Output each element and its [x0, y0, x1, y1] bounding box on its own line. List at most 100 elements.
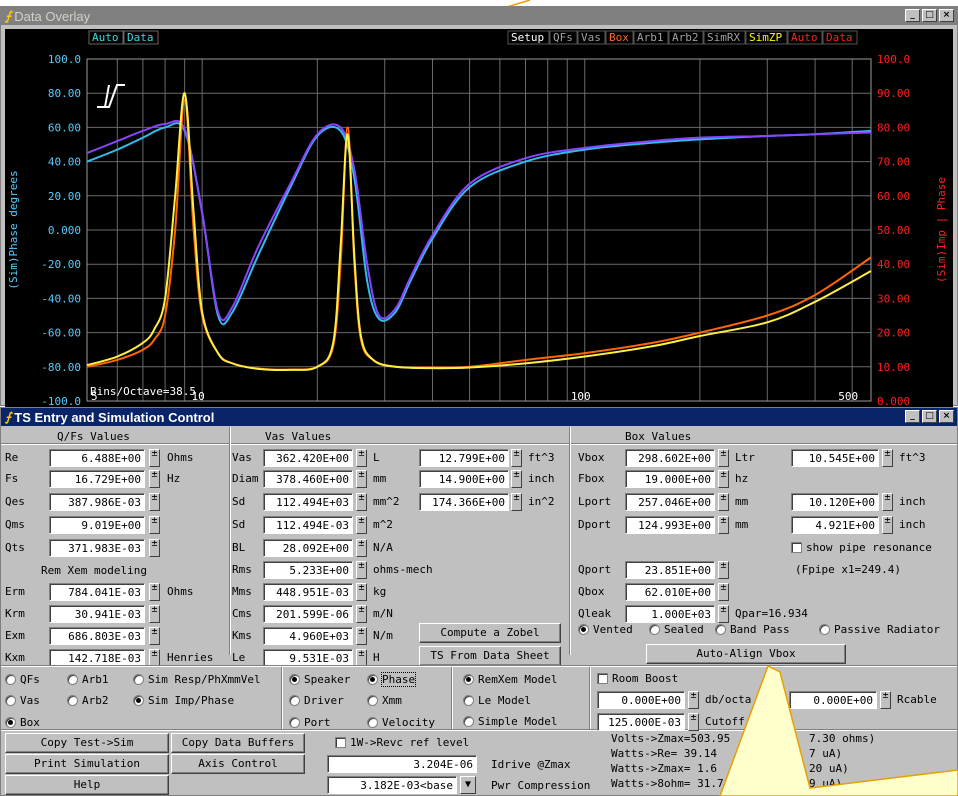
radio-icon[interactable] — [367, 717, 378, 728]
spin-button[interactable]: ± — [718, 516, 729, 534]
close-button[interactable]: × — [939, 410, 954, 423]
spin-button[interactable]: ± — [718, 470, 729, 488]
spin-button[interactable]: ± — [149, 605, 160, 623]
room-boost-checkbox[interactable]: Room Boost — [597, 672, 678, 685]
help-button[interactable]: Help — [5, 775, 169, 795]
overlay-titlebar[interactable]: ⨍ Data Overlay _ □ × — [1, 7, 957, 25]
source-option-radio[interactable]: Velocity — [367, 716, 435, 729]
spin-button[interactable]: ± — [511, 449, 522, 467]
plot-option-radio[interactable]: Sim Imp/Phase — [133, 694, 234, 707]
value-field[interactable]: 257.046E+00 — [625, 493, 715, 511]
rcable-field[interactable]: 0.000E+00 — [789, 691, 877, 709]
print-simulation-button[interactable]: Print Simulation — [5, 754, 169, 774]
radio-icon[interactable] — [5, 717, 16, 728]
spin-button[interactable]: ± — [882, 493, 893, 511]
value-field[interactable]: 124.993E+00 — [625, 516, 715, 534]
value-field[interactable]: 371.983E-03 — [49, 539, 145, 557]
room-boost-db-field[interactable]: 0.000E+00 — [597, 691, 685, 709]
spin-button[interactable]: ± — [688, 713, 699, 731]
radio-icon[interactable] — [649, 624, 660, 635]
value-field[interactable]: 6.488E+00 — [49, 449, 145, 467]
radio-vented[interactable]: Vented — [578, 623, 633, 636]
value-field[interactable]: 448.951E-03 — [263, 583, 353, 601]
spin-button[interactable]: ± — [149, 583, 160, 601]
spin-button[interactable]: ± — [356, 516, 367, 534]
spin-button[interactable]: ± — [356, 605, 367, 623]
value-field[interactable]: 201.599E-06 — [263, 605, 353, 623]
radio-icon[interactable] — [67, 674, 78, 685]
spin-button[interactable]: ± — [880, 691, 891, 709]
value-field[interactable]: 362.420E+00 — [263, 449, 353, 467]
spin-button[interactable]: ± — [149, 539, 160, 557]
value-field[interactable]: 174.366E+00 — [419, 493, 509, 511]
source-option-radio[interactable]: Port — [289, 716, 331, 729]
radio-icon[interactable] — [67, 695, 78, 706]
source-option-radio[interactable]: Xmm — [367, 694, 402, 707]
radio-icon[interactable] — [819, 624, 830, 635]
value-field[interactable]: 62.010E+00 — [625, 583, 715, 601]
value-field[interactable]: 10.120E+00 — [791, 493, 879, 511]
model-option-radio[interactable]: RemXem Model — [463, 673, 557, 686]
idrive-field[interactable]: 3.204E-06 — [327, 755, 477, 773]
revc-checkbox[interactable]: 1W->Revc ref level — [335, 736, 469, 749]
value-field[interactable]: 5.233E+00 — [263, 561, 353, 579]
value-field[interactable]: 784.041E-03 — [49, 583, 145, 601]
value-field[interactable]: 12.799E+00 — [419, 449, 509, 467]
radio-icon[interactable] — [289, 695, 300, 706]
pwr-compression-field[interactable]: 3.182E-03<base — [327, 776, 457, 794]
spin-button[interactable]: ± — [718, 583, 729, 601]
maximize-button[interactable]: □ — [922, 410, 937, 423]
value-field[interactable]: 112.494E-03 — [263, 516, 353, 534]
spin-button[interactable]: ± — [882, 516, 893, 534]
value-field[interactable]: 387.986E-03 — [49, 493, 145, 511]
model-option-radio[interactable]: Le Model — [463, 694, 531, 707]
spin-button[interactable]: ± — [356, 583, 367, 601]
compute-zobel-button[interactable]: Compute a Zobel — [419, 623, 561, 643]
radio-icon[interactable] — [463, 695, 474, 706]
spin-button[interactable]: ± — [149, 516, 160, 534]
spin-button[interactable]: ± — [356, 493, 367, 511]
spin-button[interactable]: ± — [149, 449, 160, 467]
spin-button[interactable]: ± — [511, 470, 522, 488]
value-field[interactable]: 10.545E+00 — [791, 449, 879, 467]
plot-option-radio[interactable]: Vas — [5, 694, 40, 707]
copy-test-sim-button[interactable]: Copy Test->Sim — [5, 733, 169, 753]
value-field[interactable]: 19.000E+00 — [625, 470, 715, 488]
radio-sealed[interactable]: Sealed — [649, 623, 704, 636]
spin-button[interactable]: ± — [688, 691, 699, 709]
source-option-radio[interactable]: Phase — [367, 672, 417, 687]
ts-from-data-sheet-button[interactable]: TS From Data Sheet — [419, 646, 561, 666]
value-field[interactable]: 4.921E+00 — [791, 516, 879, 534]
plot-option-radio[interactable]: Box — [5, 716, 40, 729]
radio-icon[interactable] — [367, 674, 378, 685]
value-field[interactable]: 112.494E+03 — [263, 493, 353, 511]
spin-button[interactable]: ± — [149, 627, 160, 645]
value-field[interactable]: 1.000E+03 — [625, 605, 715, 623]
radio-icon[interactable] — [289, 674, 300, 685]
spin-button[interactable]: ± — [356, 449, 367, 467]
spin-button[interactable]: ± — [356, 561, 367, 579]
radio-icon[interactable] — [289, 717, 300, 728]
spin-button[interactable]: ± — [149, 470, 160, 488]
dropdown-arrow-icon[interactable]: ▼ — [460, 776, 476, 794]
radio-band-pass[interactable]: Band Pass — [715, 623, 790, 636]
value-field[interactable]: 9.531E-03 — [263, 649, 353, 667]
model-option-radio[interactable]: Simple Model — [463, 715, 557, 728]
value-field[interactable]: 30.941E-03 — [49, 605, 145, 623]
value-field[interactable]: 4.960E+03 — [263, 627, 353, 645]
radio-icon[interactable] — [463, 674, 474, 685]
radio-icon[interactable] — [715, 624, 726, 635]
value-field[interactable]: 686.803E-03 — [49, 627, 145, 645]
close-button[interactable]: × — [939, 9, 954, 22]
value-field[interactable]: 28.092E+00 — [263, 539, 353, 557]
plot-option-radio[interactable]: Sim Resp/PhXmmVel — [133, 673, 261, 686]
spin-button[interactable]: ± — [356, 470, 367, 488]
source-option-radio[interactable]: Driver — [289, 694, 344, 707]
spin-button[interactable]: ± — [882, 449, 893, 467]
spin-button[interactable]: ± — [149, 493, 160, 511]
plot-option-radio[interactable]: Arb1 — [67, 673, 109, 686]
show-pipe-checkbox[interactable]: show pipe resonance — [791, 541, 932, 554]
value-field[interactable]: 16.729E+00 — [49, 470, 145, 488]
source-option-radio[interactable]: Speaker — [289, 673, 350, 686]
checkbox-icon[interactable] — [791, 542, 802, 553]
